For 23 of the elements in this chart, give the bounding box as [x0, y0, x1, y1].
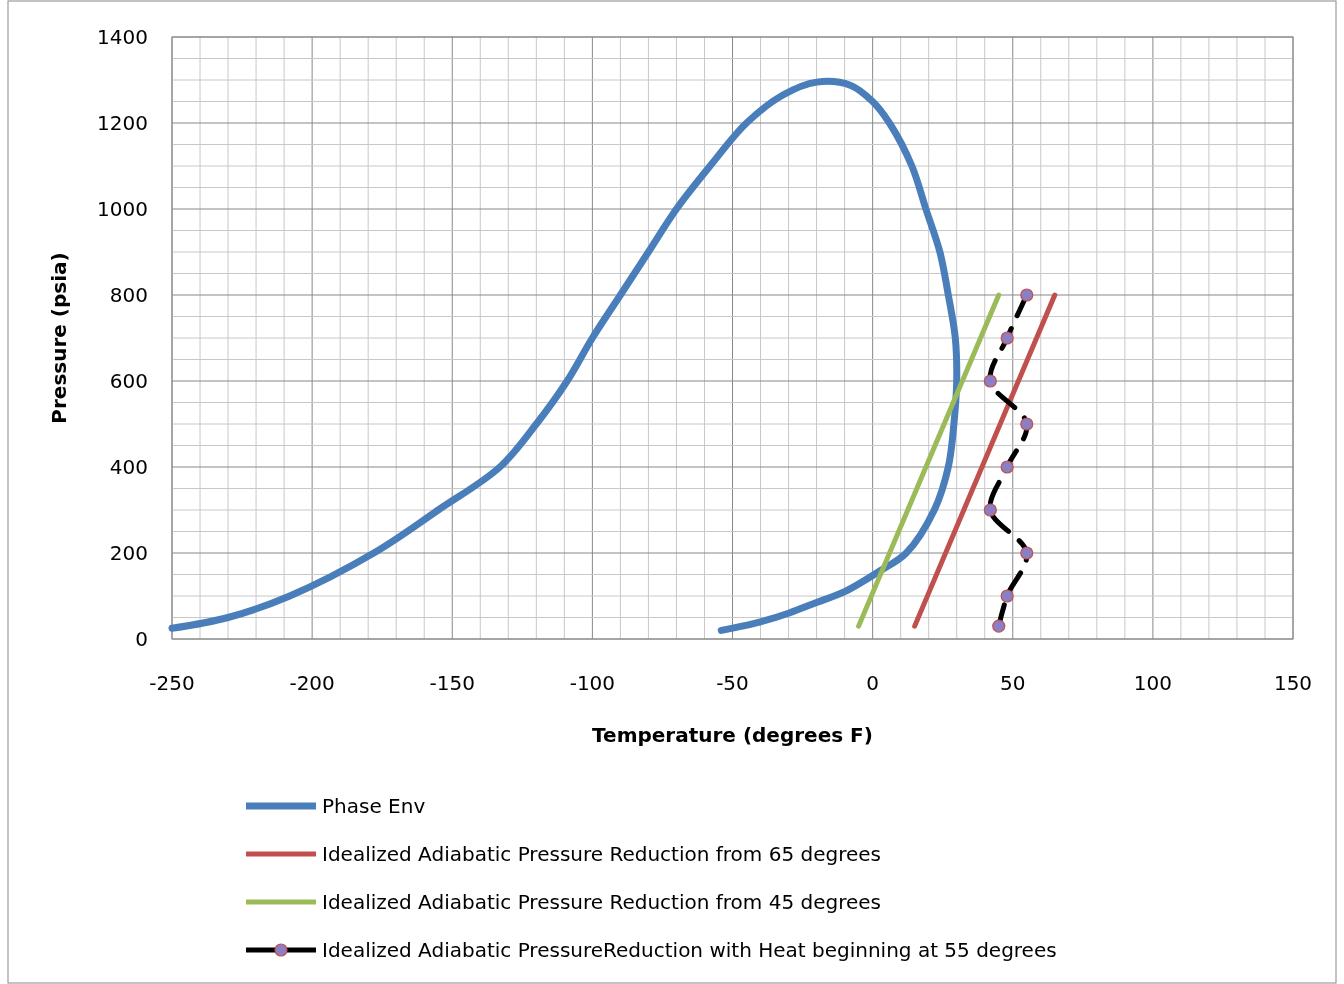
x-tick-label: 100 — [1133, 671, 1172, 695]
y-tick-label: 1000 — [97, 197, 148, 221]
legend-label: Idealized Adiabatic Pressure Reduction from 65 degrees — [322, 842, 881, 866]
legend-label: Phase Env — [322, 794, 426, 818]
y-tick-label: 400 — [109, 455, 148, 479]
legend-label: Idealized Adiabatic PressureReduction with Heat beginning at 55 degrees — [322, 938, 1057, 962]
x-tick-label: 0 — [866, 671, 879, 695]
y-tick-label: 1200 — [97, 111, 148, 135]
x-tick-label: -150 — [429, 671, 475, 695]
y-tick-label: 1400 — [97, 25, 148, 49]
y-tick-label: 600 — [109, 369, 148, 393]
x-tick-label: 50 — [1000, 671, 1026, 695]
legend-label: Idealized Adiabatic Pressure Reduction from 45 degrees — [322, 890, 881, 914]
y-tick-label: 800 — [109, 283, 148, 307]
x-tick-label: -250 — [149, 671, 195, 695]
y-axis-title: Pressure (psia) — [47, 252, 71, 424]
y-tick-label: 0 — [135, 627, 148, 651]
x-tick-label: -50 — [716, 671, 749, 695]
y-tick-label: 200 — [109, 541, 148, 565]
x-tick-label: -100 — [569, 671, 616, 695]
x-axis-title: Temperature (degrees F) — [592, 723, 873, 747]
x-tick-label: -200 — [289, 671, 335, 695]
x-tick-label: 150 — [1273, 671, 1313, 695]
